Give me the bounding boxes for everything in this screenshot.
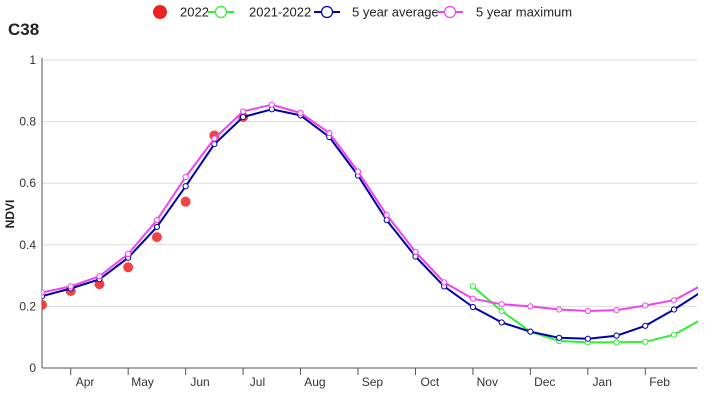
data-point-2022 [94,279,105,290]
data-point-5-year-maximum [153,217,161,224]
data-point-5-year-maximum [700,282,705,287]
y-tick-label: 0.4 [19,238,36,252]
data-point-5-year-maximum [67,283,74,290]
data-point-5-year-maximum [239,108,247,115]
data-point-5-year-maximum [268,101,275,108]
data-point-5-year-average [239,113,247,121]
data-point-5-year-average [613,332,620,339]
data-point-2021-2022 [613,339,620,346]
x-tick-label: Feb [649,375,670,389]
y-tick-label: 0.8 [19,115,36,129]
data-point-5-year-maximum [584,307,591,315]
data-point-5-year-average [153,223,161,231]
data-point-5-year-maximum [412,248,419,255]
data-point-5-year-maximum [613,306,620,314]
y-axis-title: NDVI [3,200,17,229]
data-point-2021-2022 [498,307,505,315]
y-tick-label: 1 [29,53,36,67]
data-point-5-year-maximum [556,306,563,313]
data-point-2021-2022 [700,316,705,321]
data-point-5-year-maximum [383,211,390,219]
data-point-5-year-maximum [670,297,678,304]
data-point-5-year-maximum [182,173,189,181]
data-point-5-year-average [527,328,534,335]
data-point-5-year-average [498,319,505,326]
data-point-5-year-average [556,334,563,341]
y-tick-label: 0.6 [19,176,36,190]
data-point-5-year-average [642,322,649,329]
legend-label-2022: 2022 [180,5,209,20]
data-point-5-year-maximum [211,135,218,142]
series-line-5-year-maximum [42,103,698,312]
series-line-5-year-average [42,108,698,340]
data-point-5-year-average [700,288,705,293]
data-point-5-year-maximum [354,168,362,175]
legend-label-5-year-maximum: 5 year maximum [476,5,572,20]
x-tick-label: Oct [420,375,439,389]
legend-label-2021-2022: 2021-2022 [249,5,311,20]
x-tick-label: Apr [76,375,95,389]
data-point-5-year-maximum [498,301,505,308]
data-point-5-year-average [670,306,678,313]
data-point-2022 [151,232,162,243]
data-point-2021-2022 [642,338,649,345]
x-tick-label: Sep [362,375,384,389]
y-tick-label: 0.2 [19,299,36,313]
data-point-2022 [180,196,191,207]
data-point-5-year-maximum [125,250,132,258]
legend-marker-5-year-maximum [443,5,457,19]
x-tick-label: Aug [304,375,325,389]
data-point-2021-2022 [469,283,477,290]
x-tick-label: May [131,375,154,389]
data-point-5-year-average [182,183,189,190]
legend-marker-2022 [153,5,167,19]
data-point-5-year-average [469,303,477,311]
series-line-2021-2022 [472,285,698,344]
legend-marker-5-year-average [320,5,334,19]
x-tick-label: Nov [477,375,498,389]
chart-title: C38 [8,20,40,39]
data-point-5-year-maximum [326,129,333,137]
data-point-5-year-maximum [441,279,448,286]
legend-label-5-year-average: 5 year average [352,5,439,20]
data-point-5-year-maximum [42,289,46,296]
y-tick-label: 0 [29,361,36,375]
legend-marker-2021-2022 [214,5,228,19]
data-point-2022 [123,262,134,273]
x-tick-label: Jun [190,375,209,389]
x-tick-label: Jan [593,375,612,389]
data-point-5-year-maximum [96,273,103,280]
x-tick-label: Jul [250,375,265,389]
data-point-5-year-maximum [527,303,534,310]
data-point-5-year-maximum [469,295,477,302]
data-point-5-year-average [584,335,591,342]
x-tick-label: Dec [534,375,555,389]
data-point-2021-2022 [670,331,678,338]
data-point-5-year-maximum [642,302,649,309]
data-point-5-year-maximum [297,109,304,117]
data-point-2022 [42,299,47,310]
